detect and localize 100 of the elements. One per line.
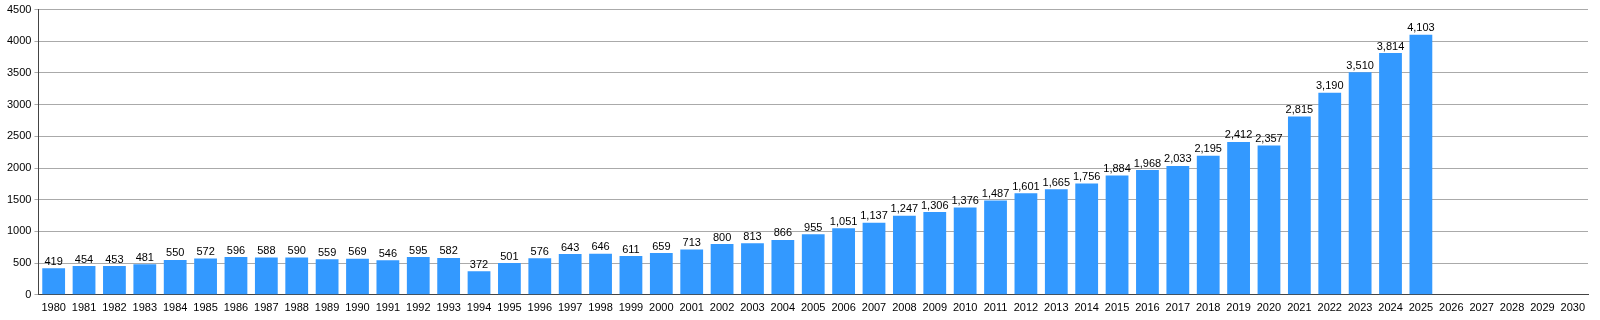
y-tick-label: 1500 xyxy=(6,192,32,205)
bar xyxy=(1287,116,1311,295)
data-label: 1,665 xyxy=(1042,175,1071,188)
data-label: 3,190 xyxy=(1315,79,1344,92)
bar xyxy=(1014,193,1038,295)
data-label: 1,137 xyxy=(860,209,888,222)
data-label: 546 xyxy=(378,246,398,259)
bar xyxy=(346,258,369,295)
bar xyxy=(1227,141,1250,295)
x-tick-label: 2019 xyxy=(1226,301,1251,314)
x-tick-label: 1981 xyxy=(71,301,97,314)
bar xyxy=(224,257,248,295)
data-label: 569 xyxy=(348,245,367,258)
bar xyxy=(1348,72,1372,295)
x-tick-label: 2022 xyxy=(1317,301,1342,314)
bar xyxy=(1075,183,1099,295)
bar xyxy=(649,253,673,295)
bar xyxy=(680,249,704,295)
x-tick-label: 1989 xyxy=(314,301,340,314)
x-tick-label: 1999 xyxy=(618,301,644,314)
bar xyxy=(72,266,96,295)
bar xyxy=(771,239,795,295)
bar xyxy=(1379,53,1402,295)
data-label: 2,033 xyxy=(1164,152,1192,165)
x-tick-label: 2005 xyxy=(800,301,826,314)
x-tick-label: 2016 xyxy=(1135,301,1160,314)
data-label: 659 xyxy=(652,239,671,252)
x-tick-label: 2015 xyxy=(1104,301,1130,314)
bar xyxy=(1196,155,1220,295)
data-label: 1,487 xyxy=(981,187,1010,200)
bar xyxy=(832,228,856,295)
data-label: 866 xyxy=(773,226,793,239)
bar xyxy=(710,244,734,295)
data-label: 2,195 xyxy=(1194,142,1222,155)
x-tick-label: 2021 xyxy=(1287,301,1312,314)
bar xyxy=(984,200,1007,295)
x-tick-label: 2010 xyxy=(952,301,978,314)
x-tick-label: 2017 xyxy=(1165,301,1191,314)
bar xyxy=(1136,170,1159,295)
x-tick-label: 1980 xyxy=(41,301,66,314)
x-tick-label: 2002 xyxy=(709,301,735,314)
data-label: 2,412 xyxy=(1224,128,1253,141)
data-label: 419 xyxy=(44,254,63,267)
bar xyxy=(194,258,217,295)
bar xyxy=(1409,34,1433,295)
data-label: 550 xyxy=(166,246,185,259)
bar xyxy=(437,257,461,295)
data-label: 1,884 xyxy=(1103,161,1131,174)
x-tick-label: 1994 xyxy=(466,301,492,314)
x-tick-label: 2025 xyxy=(1408,301,1434,314)
x-tick-label: 1992 xyxy=(406,301,431,314)
data-label: 611 xyxy=(622,242,640,255)
bar xyxy=(1166,165,1190,295)
data-label: 576 xyxy=(530,244,549,257)
x-tick-label: 1984 xyxy=(162,301,188,314)
y-tick-label: 2500 xyxy=(6,129,32,142)
data-label: 2,357 xyxy=(1255,131,1283,144)
data-label: 1,051 xyxy=(829,214,858,227)
bar xyxy=(133,264,157,295)
bar xyxy=(406,257,430,295)
bar xyxy=(467,271,491,295)
bar xyxy=(953,207,977,295)
data-label: 813 xyxy=(743,229,762,242)
data-label: 1,306 xyxy=(921,198,949,211)
bar xyxy=(892,215,916,295)
data-label: 2,815 xyxy=(1285,102,1314,115)
y-tick-label: 4000 xyxy=(6,34,32,47)
data-label: 646 xyxy=(591,240,610,253)
bar xyxy=(589,253,612,295)
x-tick-label: 2006 xyxy=(831,301,856,314)
data-label: 372 xyxy=(469,257,489,270)
bar xyxy=(42,268,66,295)
bar xyxy=(103,266,126,295)
x-tick-label: 2029 xyxy=(1530,301,1555,314)
y-tick-label: 3000 xyxy=(6,97,32,110)
bar xyxy=(498,263,521,295)
data-label: 596 xyxy=(226,243,246,256)
bar xyxy=(619,256,643,295)
data-label: 501 xyxy=(500,249,519,262)
x-tick-label: 2007 xyxy=(861,301,887,314)
y-tick-label: 3500 xyxy=(6,66,32,79)
data-label: 3,510 xyxy=(1346,58,1374,71)
bar xyxy=(862,222,886,295)
x-tick-label: 2018 xyxy=(1195,301,1221,314)
x-tick-label: 1982 xyxy=(102,301,127,314)
x-tick-label: 2009 xyxy=(922,301,948,314)
x-tick-label: 1985 xyxy=(193,301,218,314)
x-tick-label: 1996 xyxy=(527,301,553,314)
data-label: 590 xyxy=(287,243,306,256)
x-tick-label: 1998 xyxy=(588,301,613,314)
bar xyxy=(801,234,825,295)
x-tick-label: 1991 xyxy=(375,301,401,314)
x-tick-label: 2013 xyxy=(1044,301,1069,314)
x-tick-label: 2030 xyxy=(1560,301,1586,314)
x-tick-label: 2026 xyxy=(1439,301,1464,314)
data-label: 1,968 xyxy=(1133,156,1162,169)
x-tick-label: 1987 xyxy=(254,301,279,314)
x-tick-label: 1986 xyxy=(223,301,249,314)
bar xyxy=(1044,189,1068,295)
x-tick-label: 2023 xyxy=(1347,301,1373,314)
